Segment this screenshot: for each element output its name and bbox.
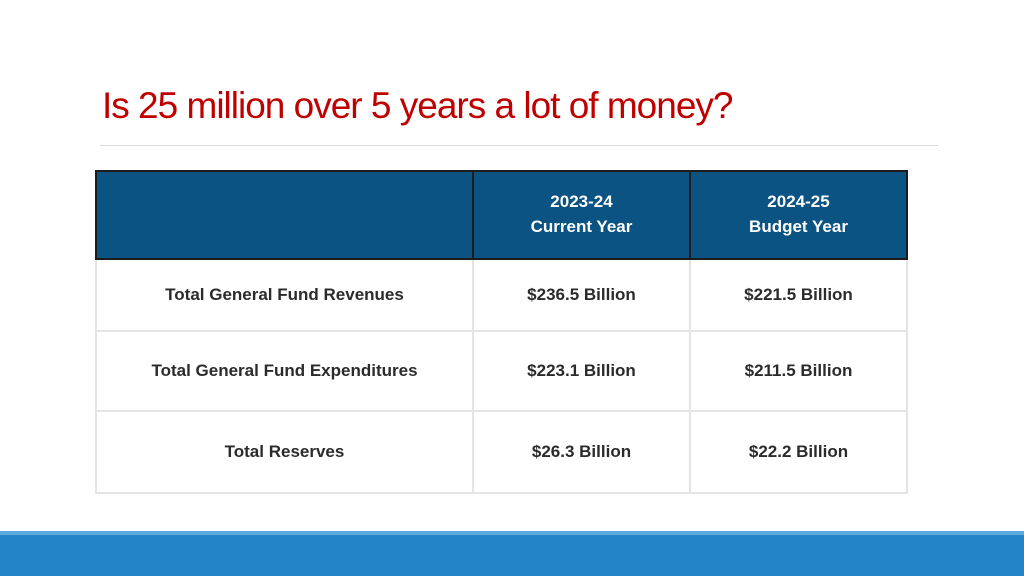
budget-year-value: $221.5 Billion [689, 258, 908, 332]
header-budget-year-line1: 2024-25 [767, 192, 830, 212]
table-row: Total Reserves $26.3 Billion $22.2 Billi… [95, 410, 908, 494]
current-year-value: $236.5 Billion [472, 258, 691, 332]
current-year-value: $223.1 Billion [472, 330, 691, 412]
footer-band-highlight [0, 531, 1024, 535]
row-label: Total General Fund Revenues [95, 258, 474, 332]
header-current-year-line1: 2023-24 [550, 192, 613, 212]
budget-year-value: $22.2 Billion [689, 410, 908, 494]
budget-year-value: $211.5 Billion [689, 330, 908, 412]
budget-table: 2023-24 Current Year 2024-25 Budget Year… [95, 170, 908, 494]
header-current-year-line2: Current Year [530, 217, 633, 236]
header-cell-current-year: 2023-24 Current Year [472, 170, 691, 260]
row-label: Total Reserves [95, 410, 474, 494]
header-cell-budget-year: 2024-25 Budget Year [689, 170, 908, 260]
table-row: Total General Fund Expenditures $223.1 B… [95, 330, 908, 412]
table-header-row: 2023-24 Current Year 2024-25 Budget Year [95, 170, 908, 260]
current-year-value: $26.3 Billion [472, 410, 691, 494]
footer-band [0, 531, 1024, 576]
table-row: Total General Fund Revenues $236.5 Billi… [95, 258, 908, 332]
header-budget-year-line2: Budget Year [749, 217, 848, 236]
row-label: Total General Fund Expenditures [95, 330, 474, 412]
title-divider [100, 145, 938, 146]
slide-title: Is 25 million over 5 years a lot of mone… [102, 85, 733, 126]
header-cell-label [95, 170, 474, 260]
